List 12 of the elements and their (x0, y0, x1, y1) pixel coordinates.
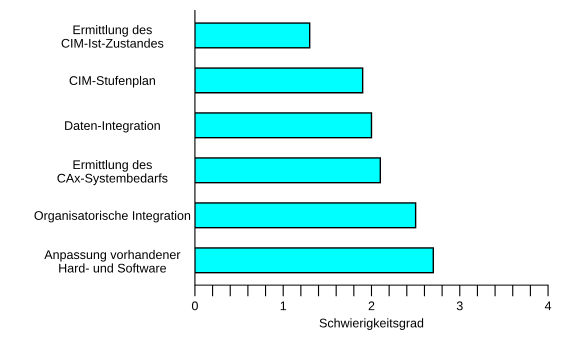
x-tick-label: 4 (544, 302, 552, 310)
y-tick-label: CIM-Stufenplan (70, 76, 155, 88)
y-tick-label: Ermittlung des CAx-Systembedarfs (57, 160, 168, 186)
x-tick-label: 0 (192, 301, 198, 310)
y-tick-label: Organisatorische Integration (34, 210, 190, 222)
x-tick-label: 3 (456, 301, 463, 310)
x-axis-title: Schwierigkeitsgrad (320, 318, 424, 330)
y-tick-label: Anpassung vorhandener Hard- und Software (44, 250, 180, 273)
y-tick-label: Ermittlung des CIM-Ist-Zustandes (62, 25, 164, 48)
x-tick-label: 1 (280, 302, 286, 310)
y-tick-label: Daten-Integration (65, 120, 160, 132)
x-tick-label: 2 (368, 301, 374, 310)
